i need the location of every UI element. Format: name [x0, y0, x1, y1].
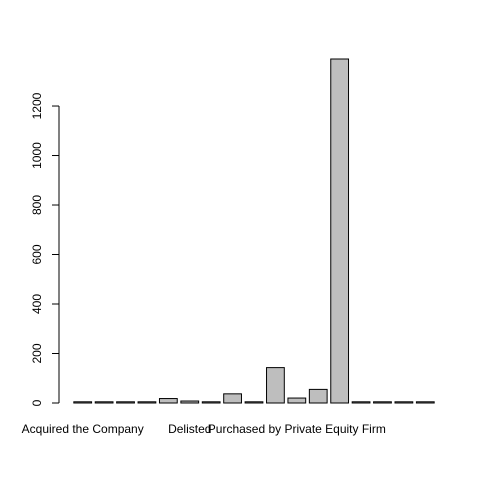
bar: [266, 367, 285, 404]
y-tick-label: 200: [30, 343, 44, 363]
bar: [308, 388, 328, 404]
y-tick-label: 1000: [30, 142, 44, 169]
bar: [158, 398, 178, 404]
bar: [287, 397, 307, 404]
x-tick-label: Acquired the Company: [22, 422, 144, 436]
y-tick-label: 0: [30, 399, 44, 406]
bar: [94, 401, 114, 404]
bar: [351, 401, 371, 404]
y-tick-label: 600: [30, 244, 44, 264]
x-tick-label: Purchased by Private Equity Firm: [208, 422, 386, 436]
y-tick-label: 400: [30, 294, 44, 314]
bar: [201, 401, 221, 404]
bar: [223, 393, 242, 404]
bar: [373, 401, 392, 404]
bar: [180, 400, 200, 404]
bar: [73, 401, 93, 404]
y-tick-label: 1200: [30, 92, 44, 119]
bar: [116, 401, 135, 404]
x-tick-label: Delisted: [168, 422, 211, 436]
y-tick-label: 800: [30, 195, 44, 215]
y-axis: 0 200 400 600 800 1000 1200: [30, 92, 60, 406]
bar: [244, 401, 264, 404]
bar: [330, 58, 350, 404]
bar: [137, 401, 157, 404]
bar: [394, 401, 414, 404]
bars: [73, 58, 435, 404]
bar: [415, 401, 435, 404]
